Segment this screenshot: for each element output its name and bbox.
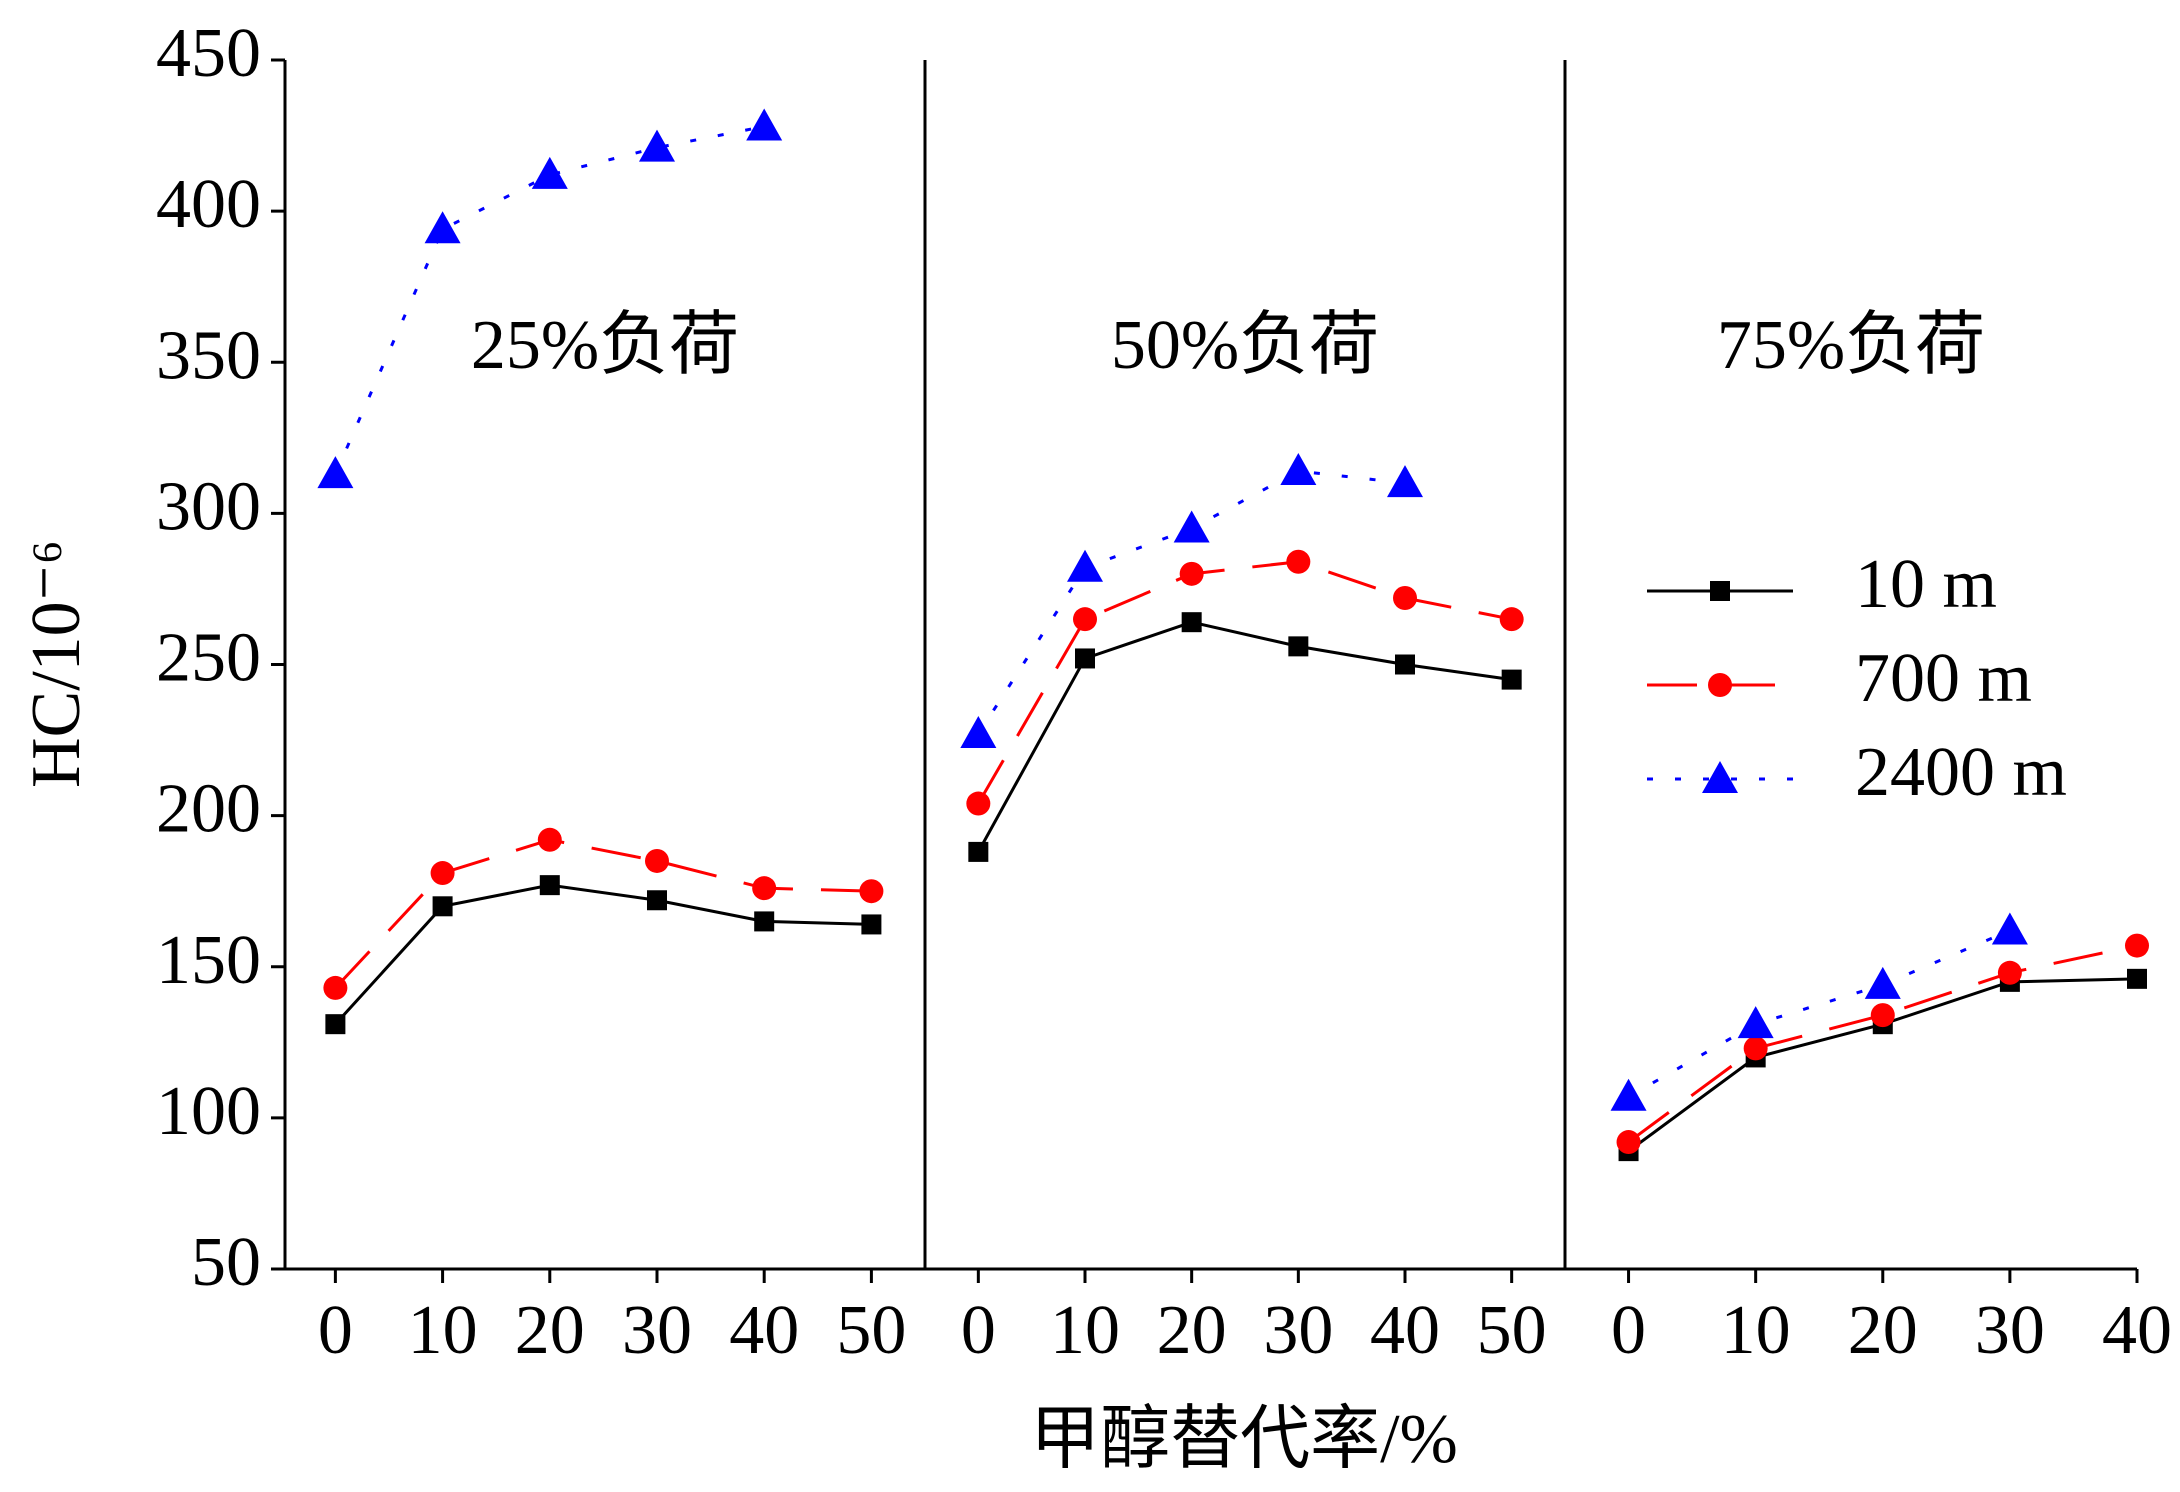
marker <box>1280 453 1317 486</box>
marker <box>1288 636 1309 657</box>
x-tick-label: 30 <box>622 1292 692 1369</box>
legend-label: 2400 m <box>1855 734 2067 811</box>
panel-annotation: 75%负荷 <box>1717 307 1985 384</box>
marker <box>1610 1078 1647 1111</box>
y-tick-label: 50 <box>191 1224 261 1301</box>
marker <box>1499 607 1524 632</box>
marker <box>2127 968 2147 989</box>
series-line <box>1627 944 2138 1144</box>
marker <box>1395 654 1415 675</box>
y-tick-label: 250 <box>156 620 261 697</box>
x-tick-label: 10 <box>1050 1292 1120 1369</box>
panel-annotation: 25%负荷 <box>471 307 739 384</box>
marker <box>1737 1006 1774 1039</box>
marker <box>644 848 669 873</box>
marker <box>1997 960 2022 985</box>
marker <box>1075 648 1095 669</box>
x-tick-label: 20 <box>515 1292 585 1369</box>
x-tick-label: 40 <box>1370 1292 1440 1369</box>
marker <box>646 890 667 911</box>
x-tick-label: 30 <box>1975 1292 2045 1369</box>
marker <box>859 879 884 904</box>
marker <box>430 861 455 886</box>
marker <box>424 211 461 244</box>
panel-annotation: 50%负荷 <box>1111 307 1379 384</box>
marker <box>1387 465 1423 498</box>
series-line <box>334 883 872 1026</box>
marker <box>539 875 560 896</box>
x-tick-label: 0 <box>318 1292 353 1369</box>
legend-label: 10 m <box>1855 546 1997 623</box>
y-tick-label: 450 <box>156 15 261 92</box>
marker <box>638 129 675 162</box>
x-tick-label: 40 <box>2102 1292 2172 1369</box>
marker <box>325 1014 346 1035</box>
x-tick-label: 50 <box>836 1292 906 1369</box>
x-tick-label: 20 <box>1848 1292 1918 1369</box>
series-line <box>334 838 872 989</box>
x-tick-label: 0 <box>1611 1292 1646 1369</box>
marker <box>1067 549 1103 582</box>
marker <box>752 876 777 901</box>
y-tick-label: 100 <box>156 1073 261 1150</box>
marker <box>1864 966 1901 999</box>
marker <box>1991 912 2028 945</box>
marker <box>1393 586 1417 611</box>
marker <box>317 456 354 489</box>
marker <box>1870 1003 1895 1028</box>
x-tick-label: 30 <box>1263 1292 1333 1369</box>
marker <box>1173 510 1210 543</box>
marker <box>746 108 783 141</box>
y-tick-label: 200 <box>156 771 261 848</box>
marker <box>2125 933 2149 958</box>
x-tick-label: 10 <box>1721 1292 1791 1369</box>
legend-marker <box>1708 673 1732 697</box>
x-tick-label: 0 <box>961 1292 996 1369</box>
marker <box>1181 612 1202 633</box>
marker <box>1501 669 1522 690</box>
marker <box>537 827 562 852</box>
x-tick-label: 50 <box>1477 1292 1547 1369</box>
series-line <box>977 560 1512 805</box>
marker <box>432 896 453 917</box>
marker <box>966 791 991 816</box>
marker <box>968 841 989 862</box>
marker <box>1616 1130 1641 1155</box>
marker <box>861 914 882 935</box>
x-tick-label: 40 <box>729 1292 799 1369</box>
marker <box>531 156 568 189</box>
y-axis-label: HC/10⁻⁶ <box>18 540 95 788</box>
series-line <box>1627 929 2011 1099</box>
series-line <box>334 125 765 475</box>
y-tick-label: 400 <box>156 166 261 243</box>
marker <box>1179 561 1204 586</box>
marker <box>1286 549 1311 574</box>
series-line <box>977 620 1512 853</box>
x-tick-label: 10 <box>408 1292 478 1369</box>
legend-marker <box>1702 761 1738 793</box>
marker <box>1743 1036 1768 1061</box>
marker <box>960 716 997 749</box>
y-tick-label: 350 <box>156 317 261 394</box>
y-tick-label: 300 <box>156 468 261 545</box>
legend-label: 700 m <box>1855 640 2032 717</box>
marker <box>323 975 348 1000</box>
marker <box>754 911 775 932</box>
y-tick-label: 150 <box>156 922 261 999</box>
marker <box>1073 607 1097 632</box>
x-tick-label: 20 <box>1157 1292 1227 1369</box>
x-axis-label: 甲醇替代率/% <box>1030 1401 1458 1478</box>
legend-marker <box>1710 581 1730 601</box>
